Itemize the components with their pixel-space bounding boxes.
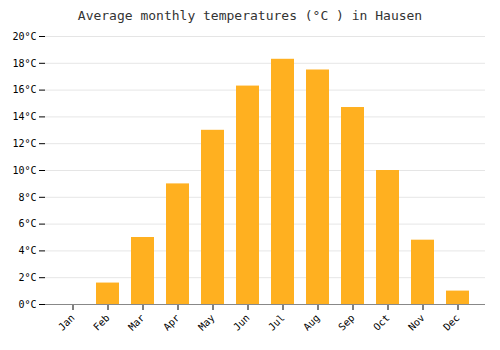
svg-text:12°C: 12°C [12, 138, 36, 149]
svg-text:8°C: 8°C [18, 192, 36, 203]
svg-text:20°C: 20°C [12, 31, 36, 42]
svg-text:Jun: Jun [231, 312, 252, 333]
svg-text:Jul: Jul [266, 312, 287, 333]
svg-text:May: May [196, 312, 217, 333]
svg-text:Jan: Jan [56, 312, 77, 333]
svg-text:0°C: 0°C [18, 299, 36, 310]
svg-text:Aug: Aug [301, 312, 322, 333]
svg-text:14°C: 14°C [12, 111, 36, 122]
svg-text:Apr: Apr [161, 312, 182, 333]
html-text:Average monthly temperatures (: Average monthly temperatures (°C ) in Ha… [77, 8, 423, 23]
svg-text:Mar: Mar [126, 312, 147, 333]
svg-text:18°C: 18°C [12, 58, 36, 69]
svg-text:Oct: Oct [371, 312, 392, 333]
svg-text:10°C: 10°C [12, 165, 36, 176]
svg-text:6°C: 6°C [18, 218, 36, 229]
svg-text:Feb: Feb [91, 312, 112, 333]
svg-text:2°C: 2°C [18, 272, 36, 283]
svg-text:Nov: Nov [406, 312, 427, 333]
svg-text:16°C: 16°C [12, 84, 36, 95]
svg-text:Sep: Sep [336, 312, 357, 333]
svg-text:Dec: Dec [441, 312, 462, 333]
svg-text:4°C: 4°C [18, 245, 36, 256]
